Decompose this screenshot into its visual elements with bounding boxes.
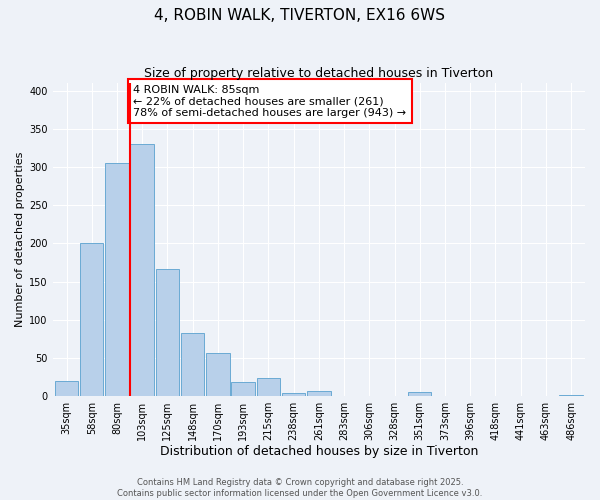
Title: Size of property relative to detached houses in Tiverton: Size of property relative to detached ho… [144,68,493,80]
Bar [181,332,205,396]
Text: Contains HM Land Registry data © Crown copyright and database right 2025.
Contai: Contains HM Land Registry data © Crown c… [118,478,482,498]
Text: 4 ROBIN WALK: 85sqm
← 22% of detached houses are smaller (261)
78% of semi-detac: 4 ROBIN WALK: 85sqm ← 22% of detached ho… [133,84,407,118]
Y-axis label: Number of detached properties: Number of detached properties [15,152,25,328]
Bar [282,393,305,396]
Bar [130,144,154,396]
Bar [80,244,103,396]
Bar [307,391,331,396]
Bar [206,352,230,396]
Bar [55,381,78,396]
Text: 4, ROBIN WALK, TIVERTON, EX16 6WS: 4, ROBIN WALK, TIVERTON, EX16 6WS [155,8,445,22]
X-axis label: Distribution of detached houses by size in Tiverton: Distribution of detached houses by size … [160,444,478,458]
Bar [156,268,179,396]
Bar [232,382,255,396]
Bar [408,392,431,396]
Bar [257,378,280,396]
Bar [105,163,129,396]
Bar [559,394,583,396]
